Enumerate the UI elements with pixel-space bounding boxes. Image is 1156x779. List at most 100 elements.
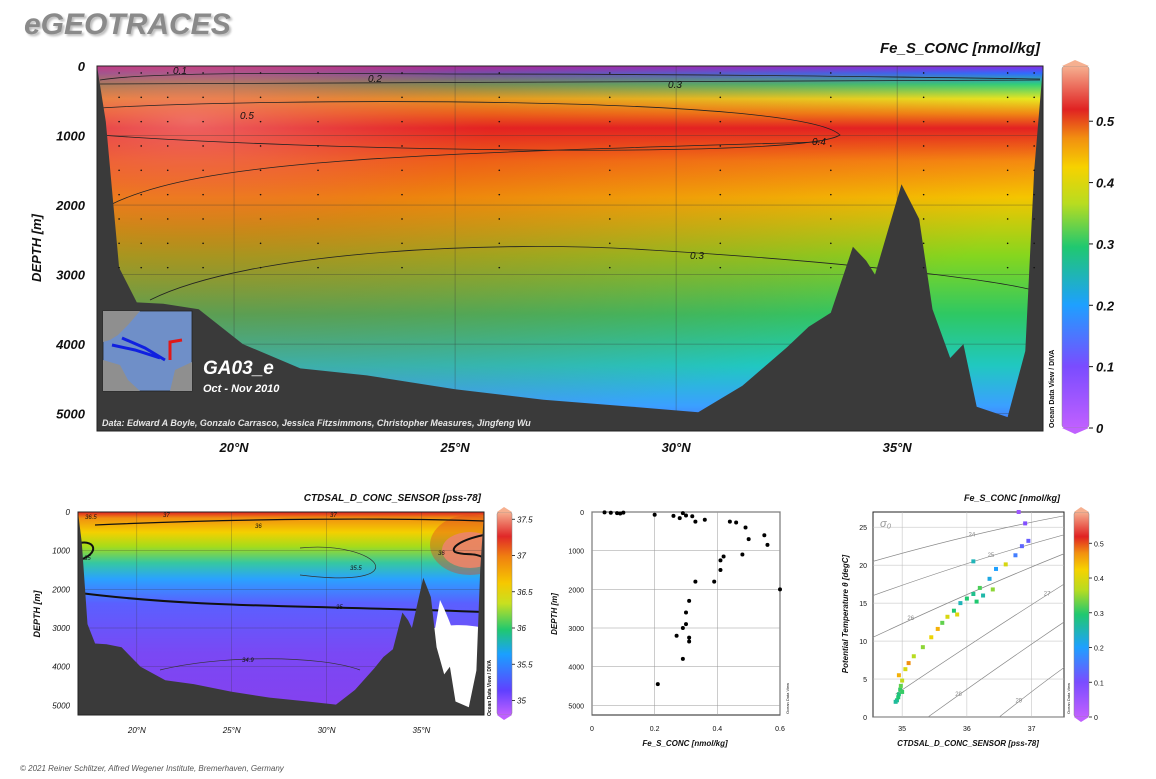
station-sample-marker <box>202 169 204 172</box>
station-sample-marker <box>202 72 204 74</box>
station-sample-marker <box>140 218 143 220</box>
isopycnal-label: 26 <box>907 616 914 622</box>
station-sample-marker <box>922 266 925 269</box>
station-sample-marker <box>401 145 403 147</box>
main-frame <box>96 65 1044 432</box>
y-tick-label: 2000 <box>51 585 70 594</box>
colorbar-tick-label: 35.5 <box>517 660 533 669</box>
station-sample-marker <box>608 145 611 147</box>
main-colorbar-bottom <box>1062 428 1089 434</box>
x-tick-label: 20°N <box>219 440 250 455</box>
station-sample-marker <box>118 72 120 74</box>
fe-profile-plot: DEPTH [m] Fe_S_CONC [nmol/kg] 0 1000 2000 3… <box>550 510 790 748</box>
data-point <box>981 593 986 598</box>
data-point <box>1013 553 1018 558</box>
y-tick-label: 1000 <box>56 129 86 144</box>
data-point <box>898 687 903 692</box>
ts-points <box>893 510 1031 704</box>
colorbar-tick-label: 37.5 <box>517 515 533 524</box>
isopycnal-line <box>872 515 1065 562</box>
data-point <box>971 559 976 564</box>
data-point <box>687 598 692 603</box>
contour-label: 0.4 <box>812 137 826 148</box>
station-sample-marker <box>1033 218 1035 220</box>
data-point <box>693 519 698 524</box>
salinity-x-ticks: 20°N 25°N 30°N 35°N <box>127 726 431 735</box>
isopycnal-label: 27 <box>1044 591 1051 597</box>
station-sample-marker <box>719 120 722 123</box>
salinity-seafloor <box>78 512 484 715</box>
data-point <box>746 537 751 542</box>
sal-contour-label: 35.5 <box>350 566 362 572</box>
x-tick-label: 35°N <box>883 440 913 455</box>
data-point <box>778 587 782 592</box>
data-point <box>893 699 898 704</box>
x-tick-label: 36 <box>963 726 971 733</box>
station-sample-marker <box>498 193 501 196</box>
station-sample-marker <box>922 169 925 172</box>
station-sample-marker <box>830 96 832 99</box>
station-sample-marker <box>140 120 143 123</box>
station-sample-marker <box>118 169 120 172</box>
station-sample-marker <box>498 72 501 74</box>
data-point <box>680 656 685 661</box>
data-point <box>935 626 940 631</box>
y-tick-label: 5000 <box>568 703 584 710</box>
main-seafloor <box>97 66 1043 431</box>
station-sample-marker <box>719 193 722 196</box>
sal-contour-label: 36.5 <box>85 515 97 521</box>
station-sample-marker <box>317 218 319 220</box>
station-sample-marker <box>202 242 204 245</box>
station-sample-marker <box>118 242 120 245</box>
station-sample-marker <box>830 242 832 245</box>
station-sample-marker <box>317 120 319 123</box>
data-point <box>690 514 695 519</box>
station-sample-marker <box>608 72 611 74</box>
y-tick-label: 0 <box>66 508 71 517</box>
station-sample-marker <box>166 96 169 99</box>
data-point <box>734 520 739 525</box>
station-sample-marker <box>922 96 925 99</box>
station-sample-marker <box>317 96 319 99</box>
sal-contour-label: 35 <box>336 605 343 611</box>
y-tick-label: 0 <box>78 59 86 74</box>
station-sample-marker <box>608 242 611 245</box>
data-point <box>1026 538 1031 543</box>
data-point <box>712 579 717 584</box>
station-sample-marker <box>118 193 120 196</box>
fe-profile-points <box>602 510 782 687</box>
data-point <box>994 566 999 571</box>
data-point <box>608 510 613 515</box>
station-sample-marker <box>166 169 169 172</box>
data-point <box>684 513 688 518</box>
ts-diagram-plot: 24 25 26 27 28 29 σ₀ Fe_S_CONC [nmol/kg] Pote… <box>841 493 1104 748</box>
x-tick-label: 25°N <box>440 440 471 455</box>
station-sample-marker <box>719 266 722 269</box>
data-point <box>951 608 956 613</box>
ts-title: Fe_S_CONC [nmol/kg] <box>964 493 1061 503</box>
salinity-colorbar-ticks: 35 35.5 36 36.5 37 37.5 <box>512 515 533 706</box>
colorbar-tick-label: 37 <box>517 552 526 561</box>
station-sample-marker <box>140 169 143 172</box>
data-point <box>677 516 682 521</box>
colorbar-tick-label: 35 <box>517 697 526 706</box>
station-sample-marker <box>922 193 925 196</box>
station-sample-marker <box>830 120 832 123</box>
station-sample-marker <box>719 169 722 172</box>
data-point <box>618 511 623 516</box>
data-point <box>977 585 982 590</box>
salinity-section-plot: 36.5 37 37 36 36 35 35.5 35 34.9 CTDSAL_… <box>32 493 533 735</box>
y-tick-label: 4000 <box>55 337 86 352</box>
isopycnal-line <box>927 621 1065 718</box>
data-point <box>718 568 723 572</box>
colorbar-tick-label: 0.4 <box>1094 576 1104 583</box>
station-sample-marker <box>317 145 319 147</box>
colorbar-tick-label: 0.3 <box>1096 237 1115 252</box>
main-ylabel: DEPTH [m] <box>29 213 44 282</box>
x-tick-label: 0 <box>590 726 594 733</box>
station-sample-marker <box>401 120 403 123</box>
x-tick-label: 30°N <box>318 726 336 735</box>
fe-profile-side-label: Ocean Data View <box>785 683 790 714</box>
station-sample-marker <box>498 145 501 147</box>
colorbar-tick-label: 0 <box>1094 715 1098 722</box>
